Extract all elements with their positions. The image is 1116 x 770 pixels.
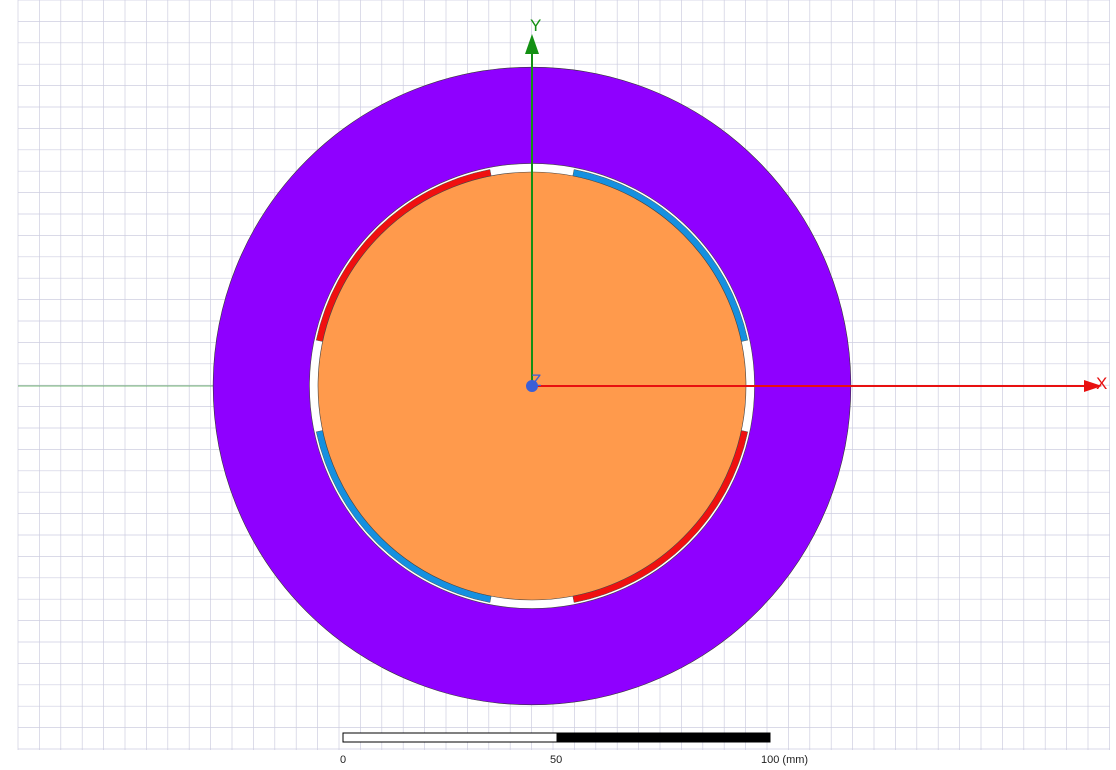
y-axis-arrow — [525, 34, 539, 54]
scale-bar: 0 50 100 (mm) — [340, 732, 808, 766]
x-axis-arrow — [1084, 380, 1102, 392]
x-axis-label: X — [1096, 374, 1107, 393]
z-axis-marker — [526, 380, 538, 392]
scale-bar-light-segment — [342, 732, 558, 743]
scale-label-50: 50 — [550, 754, 562, 766]
y-axis-label: Y — [530, 16, 541, 35]
coordinate-axes: Y X Z — [525, 16, 1107, 393]
z-axis-label: Z — [531, 371, 541, 390]
scale-label-0: 0 — [340, 754, 346, 766]
scale-bar-dark-segment — [556, 732, 771, 743]
scale-label-100: 100 (mm) — [761, 754, 808, 766]
